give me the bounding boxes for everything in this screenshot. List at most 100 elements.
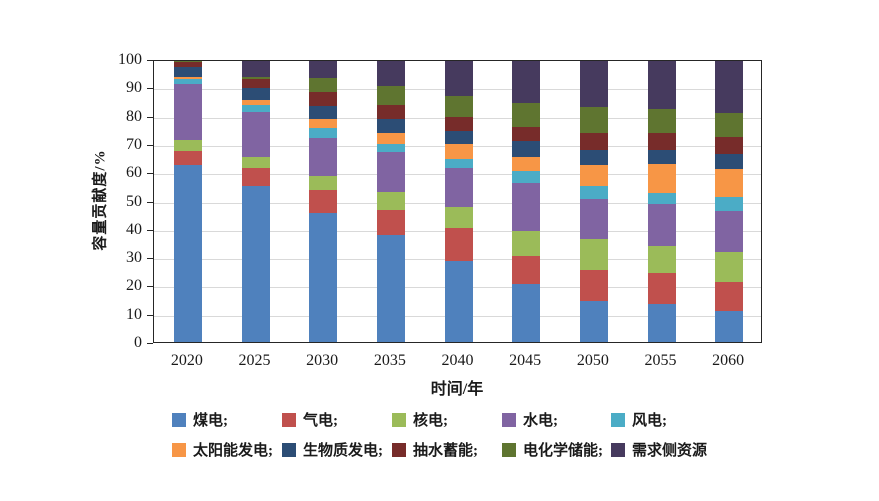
- bar-segment-煤电: [241, 186, 270, 342]
- y-tick-mark: [147, 286, 153, 288]
- bar-segment-电化学储能: [309, 77, 338, 92]
- bar-segment-需求侧资源: [444, 61, 473, 97]
- bar-segment-煤电: [512, 284, 541, 342]
- x-tick-label: 2035: [373, 352, 406, 369]
- bar-segment-水电: [579, 198, 608, 240]
- legend-label: 抽水蓄能;: [413, 443, 478, 459]
- bar-segment-风电: [579, 186, 608, 199]
- legend-swatch-气电: [282, 412, 296, 427]
- y-tick-label: 10: [126, 305, 142, 323]
- bar-segment-煤电: [173, 164, 202, 342]
- bar-segment-气电: [376, 209, 405, 236]
- bar-segment-抽水蓄能: [647, 132, 676, 150]
- bar-segment-水电: [173, 83, 202, 140]
- bar-segment-气电: [309, 190, 338, 213]
- bar-segment-太阳能发电: [444, 143, 473, 160]
- y-tick-label: 20: [126, 277, 142, 295]
- legend-item-风电: 风电;: [611, 409, 667, 430]
- bar-segment-电化学储能: [647, 108, 676, 133]
- legend-label: 电化学储能;: [523, 443, 603, 459]
- x-tick-label: 2045: [509, 352, 542, 369]
- x-tick-label: 2040: [441, 352, 474, 369]
- bar-segment-核电: [512, 231, 541, 257]
- bar-segment-水电: [241, 111, 270, 157]
- bar-segment-气电: [579, 270, 608, 302]
- y-tick-mark: [147, 116, 153, 118]
- legend-swatch-生物质发电: [282, 442, 296, 457]
- legend-label: 核电;: [413, 413, 448, 429]
- bar-segment-生物质发电: [376, 118, 405, 133]
- legend-item-气电: 气电;: [282, 409, 338, 430]
- bar-segment-风电: [444, 159, 473, 168]
- bar-segment-需求侧资源: [715, 61, 744, 114]
- bar-segment-需求侧资源: [512, 61, 541, 104]
- legend-label: 太阳能发电;: [193, 443, 273, 459]
- x-tick-label: 2020: [170, 352, 203, 369]
- bar-segment-电化学储能: [444, 96, 473, 118]
- legend-item-煤电: 煤电;: [172, 409, 228, 430]
- bar-2060: [715, 61, 744, 342]
- y-tick-mark: [147, 60, 153, 61]
- y-tick-label: 50: [126, 192, 142, 210]
- legend-label: 煤电;: [193, 413, 228, 429]
- bar-segment-太阳能发电: [715, 169, 744, 198]
- bar-segment-抽水蓄能: [579, 132, 608, 150]
- legend-swatch-核电: [392, 412, 406, 427]
- y-tick-mark: [147, 144, 153, 146]
- legend-label: 气电;: [303, 413, 338, 429]
- bar-segment-电化学储能: [715, 113, 744, 137]
- bar-2055: [647, 61, 676, 342]
- bar-segment-水电: [444, 167, 473, 208]
- bar-segment-煤电: [309, 212, 338, 342]
- y-tick-mark: [147, 343, 153, 344]
- bar-segment-核电: [376, 191, 405, 210]
- bar-segment-电化学储能: [512, 103, 541, 128]
- y-tick-mark: [147, 173, 153, 175]
- bar-segment-生物质发电: [309, 106, 338, 119]
- bar-segment-抽水蓄能: [512, 127, 541, 142]
- x-axis-title: 时间/年: [430, 381, 484, 398]
- bar-segment-核电: [444, 207, 473, 229]
- y-tick-label: 70: [126, 135, 142, 153]
- bar-segment-水电: [512, 183, 541, 232]
- bar-segment-水电: [309, 138, 338, 177]
- bar-segment-需求侧资源: [309, 61, 338, 78]
- bar-segment-电化学储能: [241, 76, 270, 80]
- bar-segment-核电: [579, 239, 608, 271]
- bar-segment-煤电: [444, 260, 473, 342]
- bar-segment-水电: [647, 204, 676, 247]
- bar-segment-生物质发电: [173, 66, 202, 77]
- bar-segment-生物质发电: [512, 141, 541, 157]
- bar-segment-生物质发电: [444, 131, 473, 144]
- y-tick-label: 60: [126, 164, 142, 182]
- bar-2030: [309, 61, 338, 342]
- legend-item-太阳能发电: 太阳能发电;: [172, 439, 273, 460]
- x-tick-label: 2055: [644, 352, 677, 369]
- bar-segment-电化学储能: [173, 61, 202, 63]
- y-tick-mark: [147, 201, 153, 203]
- bar-segment-抽水蓄能: [241, 79, 270, 88]
- bar-segment-风电: [512, 170, 541, 184]
- x-tick-label: 2050: [576, 352, 609, 369]
- legend-label: 风电;: [632, 413, 667, 429]
- bar-segment-电化学储能: [376, 86, 405, 105]
- bar-2035: [376, 61, 405, 342]
- bar-segment-核电: [173, 139, 202, 151]
- bar-segment-气电: [241, 167, 270, 187]
- bar-2040: [444, 61, 473, 342]
- y-tick-mark: [147, 229, 153, 231]
- bar-segment-电化学储能: [579, 107, 608, 133]
- legend-label: 生物质发电;: [303, 443, 383, 459]
- bar-segment-核电: [309, 176, 338, 191]
- bar-segment-生物质发电: [715, 153, 744, 170]
- bar-segment-需求侧资源: [241, 61, 270, 77]
- bar-segment-抽水蓄能: [715, 136, 744, 154]
- legend-label: 需求侧资源: [632, 443, 708, 459]
- bar-segment-生物质发电: [241, 87, 270, 101]
- bar-segment-煤电: [647, 304, 676, 342]
- bar-segment-气电: [444, 228, 473, 261]
- bar-segment-气电: [512, 256, 541, 285]
- legend-swatch-太阳能发电: [172, 442, 186, 457]
- bar-segment-风电: [715, 197, 744, 212]
